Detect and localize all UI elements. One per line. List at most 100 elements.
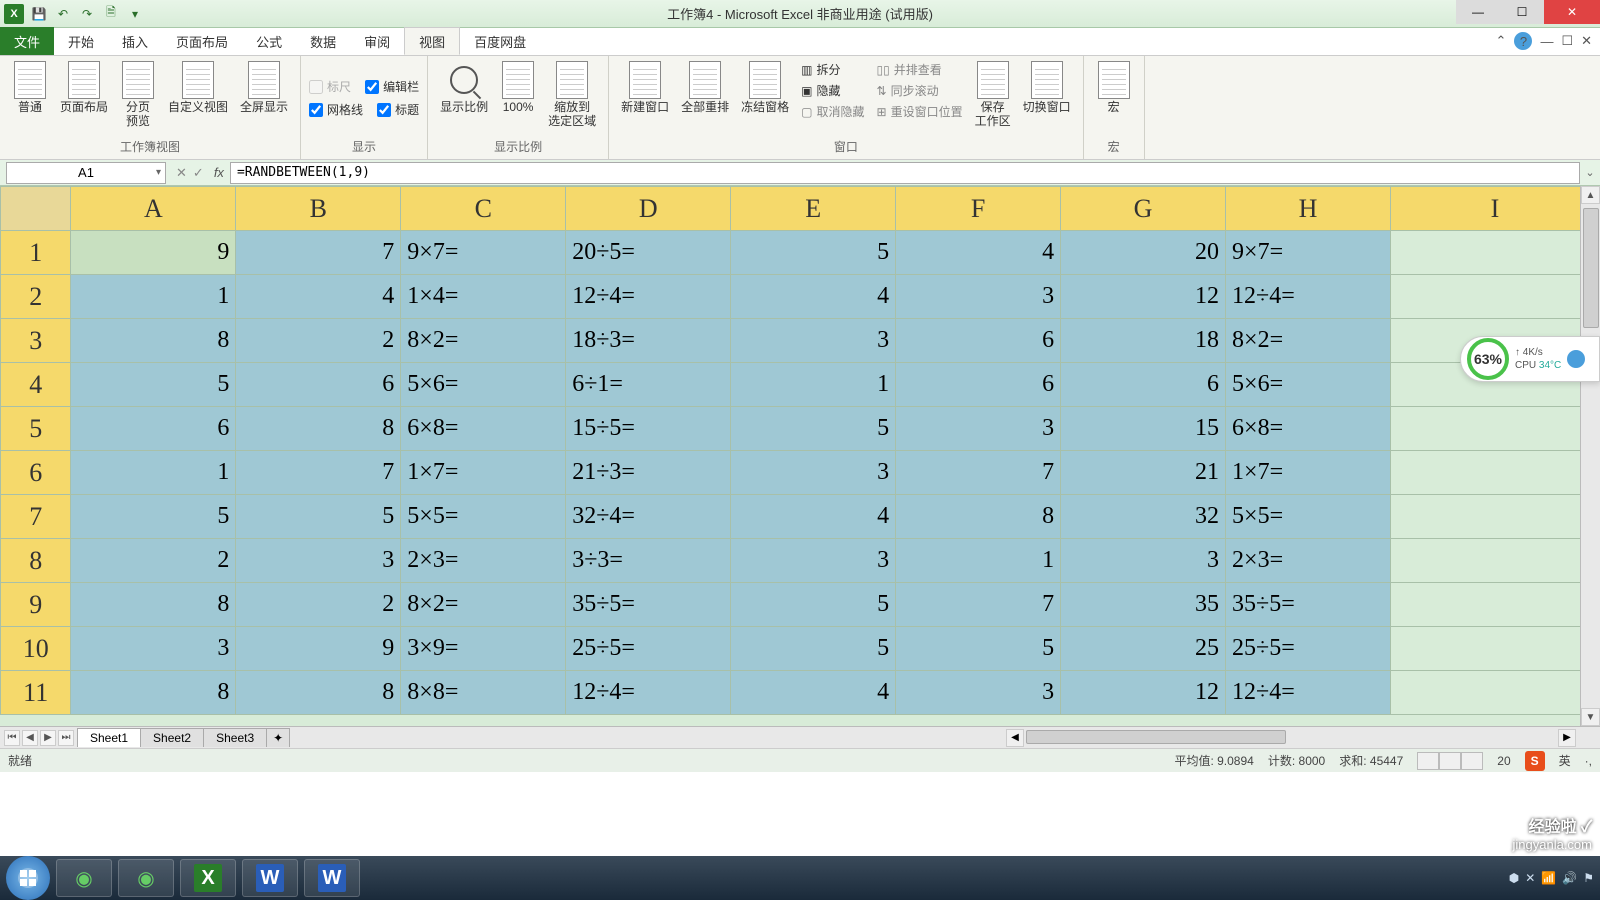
cell-H1[interactable]: 9×7= xyxy=(1226,231,1391,275)
cell-H10[interactable]: 25÷5= xyxy=(1226,627,1391,671)
cell-B1[interactable]: 7 xyxy=(236,231,401,275)
macros-button[interactable]: 宏 xyxy=(1092,60,1136,116)
scroll-right-icon[interactable]: ▶ xyxy=(1558,729,1576,747)
last-sheet-button[interactable]: ⏭ xyxy=(58,730,74,746)
cell-C1[interactable]: 9×7= xyxy=(401,231,566,275)
row-header-11[interactable]: 11 xyxy=(1,671,71,715)
undo-icon[interactable]: ↶ xyxy=(54,5,72,23)
sheet-tab-Sheet2[interactable]: Sheet2 xyxy=(140,728,204,747)
scroll-thumb[interactable] xyxy=(1583,208,1599,328)
formula-bar-checkbox[interactable]: 编辑栏 xyxy=(365,76,419,97)
cell-F8[interactable]: 1 xyxy=(896,539,1061,583)
cell-B6[interactable]: 7 xyxy=(236,451,401,495)
custom-view-button[interactable]: 自定义视图 xyxy=(164,60,232,116)
cell-E6[interactable]: 3 xyxy=(731,451,896,495)
gridlines-checkbox[interactable]: 网格线 xyxy=(309,99,363,120)
cell-B4[interactable]: 6 xyxy=(236,363,401,407)
file-tab[interactable]: 文件 xyxy=(0,27,54,55)
scroll-up-icon[interactable]: ▲ xyxy=(1581,186,1600,204)
cell-D9[interactable]: 35÷5= xyxy=(566,583,731,627)
help-icon[interactable]: ? xyxy=(1514,32,1532,50)
cell-F1[interactable]: 4 xyxy=(896,231,1061,275)
fullscreen-button[interactable]: 全屏显示 xyxy=(236,60,292,116)
cell-C3[interactable]: 8×2= xyxy=(401,319,566,363)
sheet-tab-Sheet3[interactable]: Sheet3 xyxy=(203,728,267,747)
hscroll-thumb[interactable] xyxy=(1026,730,1286,744)
system-monitor-widget[interactable]: 63% ↑ 4K/s CPU 34°C xyxy=(1460,336,1600,382)
page-layout-button[interactable]: 页面布局 xyxy=(56,60,112,116)
column-header-B[interactable]: B xyxy=(236,187,401,231)
cell-C7[interactable]: 5×5= xyxy=(401,495,566,539)
minimize-button[interactable]: — xyxy=(1456,0,1500,24)
cell-I8[interactable] xyxy=(1391,539,1600,583)
cell-A2[interactable]: 1 xyxy=(71,275,236,319)
cell-C2[interactable]: 1×4= xyxy=(401,275,566,319)
cell-E2[interactable]: 4 xyxy=(731,275,896,319)
page-break-button[interactable]: 分页 预览 xyxy=(116,60,160,131)
taskbar-excel[interactable]: X xyxy=(180,859,236,897)
tab-视图[interactable]: 视图 xyxy=(404,27,460,55)
next-sheet-button[interactable]: ▶ xyxy=(40,730,56,746)
cell-H9[interactable]: 35÷5= xyxy=(1226,583,1391,627)
row-header-8[interactable]: 8 xyxy=(1,539,71,583)
switch-windows-button[interactable]: 切换窗口 xyxy=(1019,60,1075,116)
taskbar-word-2[interactable]: W xyxy=(304,859,360,897)
save-workspace-button[interactable]: 保存 工作区 xyxy=(971,60,1015,131)
cell-G1[interactable]: 20 xyxy=(1061,231,1226,275)
cell-E5[interactable]: 5 xyxy=(731,407,896,451)
cell-E9[interactable]: 5 xyxy=(731,583,896,627)
cell-F5[interactable]: 3 xyxy=(896,407,1061,451)
freeze-panes-button[interactable]: 冻结窗格 xyxy=(737,60,793,116)
row-header-3[interactable]: 3 xyxy=(1,319,71,363)
row-header-7[interactable]: 7 xyxy=(1,495,71,539)
cell-H8[interactable]: 2×3= xyxy=(1226,539,1391,583)
cell-C11[interactable]: 8×8= xyxy=(401,671,566,715)
page-break-view-icon[interactable] xyxy=(1461,752,1483,770)
cell-D3[interactable]: 18÷3= xyxy=(566,319,731,363)
taskbar-app-1[interactable]: ◉ xyxy=(56,859,112,897)
cell-I5[interactable] xyxy=(1391,407,1600,451)
cell-D1[interactable]: 20÷5= xyxy=(566,231,731,275)
headings-checkbox[interactable]: 标题 xyxy=(377,99,419,120)
column-header-I[interactable]: I xyxy=(1391,187,1600,231)
close-button[interactable]: ✕ xyxy=(1544,0,1600,24)
row-header-4[interactable]: 4 xyxy=(1,363,71,407)
cell-A5[interactable]: 6 xyxy=(71,407,236,451)
select-all-corner[interactable] xyxy=(1,187,71,231)
ime-icon[interactable]: S xyxy=(1525,751,1545,771)
scroll-down-icon[interactable]: ▼ xyxy=(1581,708,1600,726)
cell-B2[interactable]: 4 xyxy=(236,275,401,319)
scroll-left-icon[interactable]: ◀ xyxy=(1006,729,1024,747)
zoom-100-button[interactable]: 100% xyxy=(496,60,540,116)
zoom-button[interactable]: 显示比例 xyxy=(436,60,492,116)
view-buttons[interactable] xyxy=(1417,752,1483,770)
first-sheet-button[interactable]: ⏮ xyxy=(4,730,20,746)
cell-F9[interactable]: 7 xyxy=(896,583,1061,627)
vertical-scrollbar[interactable]: ▲ ▼ xyxy=(1580,186,1600,726)
tray-flag-icon[interactable]: ⚑ xyxy=(1583,871,1594,885)
fx-icon[interactable]: fx xyxy=(214,165,230,180)
ime-lang[interactable]: 英 xyxy=(1559,752,1571,769)
spreadsheet-grid[interactable]: ABCDEFGHI1979×7=20÷5=54209×7=2141×4=12÷4… xyxy=(0,186,1600,726)
column-header-F[interactable]: F xyxy=(896,187,1061,231)
doc-restore-icon[interactable]: ☐ xyxy=(1561,33,1573,49)
cell-I10[interactable] xyxy=(1391,627,1600,671)
cell-D11[interactable]: 12÷4= xyxy=(566,671,731,715)
column-header-H[interactable]: H xyxy=(1226,187,1391,231)
save-icon[interactable]: 💾 xyxy=(30,5,48,23)
ime-punct[interactable]: ·, xyxy=(1585,754,1592,768)
cell-A3[interactable]: 8 xyxy=(71,319,236,363)
cell-B11[interactable]: 8 xyxy=(236,671,401,715)
cell-A1[interactable]: 9 xyxy=(71,231,236,275)
row-header-6[interactable]: 6 xyxy=(1,451,71,495)
cell-H6[interactable]: 1×7= xyxy=(1226,451,1391,495)
cell-D10[interactable]: 25÷5= xyxy=(566,627,731,671)
formula-input[interactable]: =RANDBETWEEN(1,9) xyxy=(230,162,1580,184)
doc-close-icon[interactable]: ✕ xyxy=(1581,33,1592,49)
row-header-10[interactable]: 10 xyxy=(1,627,71,671)
column-header-A[interactable]: A xyxy=(71,187,236,231)
cell-E11[interactable]: 4 xyxy=(731,671,896,715)
cell-B10[interactable]: 9 xyxy=(236,627,401,671)
cell-E10[interactable]: 5 xyxy=(731,627,896,671)
cell-G7[interactable]: 32 xyxy=(1061,495,1226,539)
